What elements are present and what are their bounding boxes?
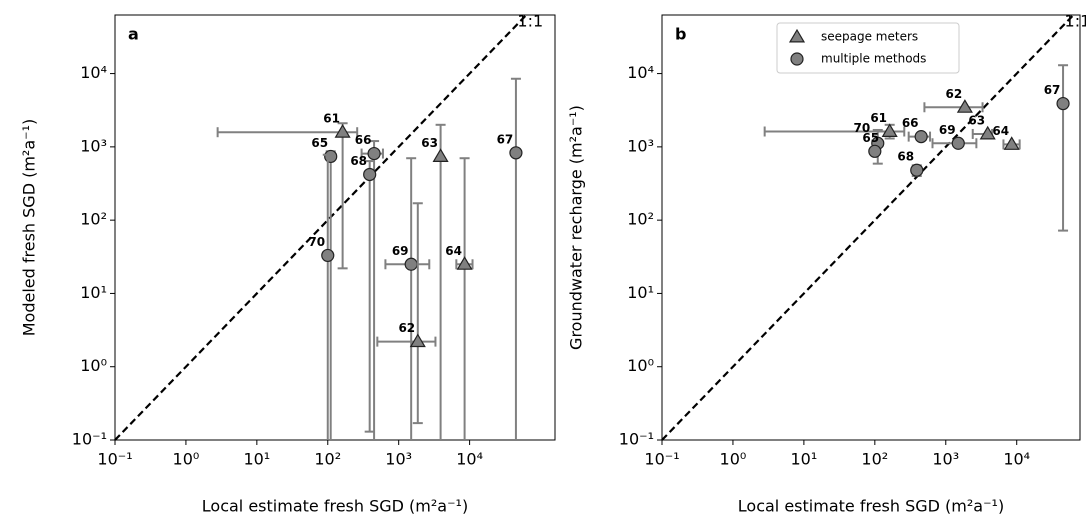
- legend-label: seepage meters: [821, 30, 918, 44]
- x-tick-label: 10⁴: [456, 450, 483, 469]
- triangle-marker: [788, 28, 806, 43]
- circle-marker: [404, 257, 418, 271]
- triangle-marker: [1003, 136, 1020, 150]
- x-tick-label: 10⁴: [1003, 450, 1030, 469]
- y-axis-label: Modeled fresh SGD (m²a⁻¹): [20, 119, 39, 337]
- x-axis-label: Local estimate fresh SGD (m²a⁻¹): [202, 497, 468, 516]
- y-tick-label: 10²: [80, 210, 107, 229]
- point-label: 67: [1044, 83, 1061, 97]
- y-tick-label: 10⁴: [627, 63, 654, 82]
- plot-frame: [114, 14, 556, 441]
- triangle-marker: [881, 123, 898, 138]
- x-tick-label: 10³: [385, 450, 412, 469]
- circle-marker: [790, 52, 804, 66]
- circle-marker: [1056, 96, 1070, 111]
- point-label: 61: [870, 111, 887, 125]
- circle-marker: [324, 149, 338, 164]
- data-layer: [763, 64, 1070, 232]
- y-tick-label: 10³: [627, 136, 654, 155]
- x-tick-label: 10¹: [790, 450, 817, 469]
- point-label: 65: [862, 131, 879, 145]
- point-label: 70: [853, 121, 870, 135]
- y-tick-label: 10⁴: [80, 63, 107, 82]
- y-tick-label: 10¹: [627, 283, 654, 302]
- circle-marker: [951, 136, 965, 150]
- point-label: 67: [497, 132, 514, 146]
- one-to-one-line: [661, 14, 1075, 441]
- triangle-marker: [409, 333, 426, 348]
- x-tick-label: 10¹: [243, 450, 270, 469]
- x-axis-label: Local estimate fresh SGD (m²a⁻¹): [738, 497, 1004, 516]
- triangle-marker: [979, 125, 996, 140]
- y-tick-label: 10⁰: [627, 356, 654, 375]
- y-tick-label: 10⁻¹: [72, 430, 107, 449]
- point-label: 62: [398, 321, 415, 335]
- circle-marker: [910, 163, 924, 177]
- point-label: 64: [445, 244, 462, 258]
- point-label: 69: [939, 123, 956, 137]
- triangle-marker: [432, 148, 449, 162]
- point-label: 68: [897, 150, 914, 164]
- circle-marker: [363, 167, 377, 182]
- y-tick-label: 10³: [80, 136, 107, 155]
- panel-label: b: [675, 25, 686, 44]
- circle-marker: [367, 146, 381, 161]
- point-label: 61: [323, 112, 340, 126]
- panel-label: a: [128, 25, 139, 44]
- legend-label: multiple methods: [821, 52, 926, 66]
- legend-box: [776, 22, 960, 74]
- triangle-marker: [956, 99, 973, 113]
- point-label: 63: [968, 113, 985, 127]
- triangle-marker: [456, 256, 473, 270]
- x-tick-label: 10⁻¹: [644, 450, 679, 469]
- point-label: 65: [311, 136, 328, 150]
- point-label: 70: [308, 235, 325, 249]
- circle-marker: [509, 146, 523, 160]
- point-label: 69: [392, 244, 409, 258]
- point-label: 63: [421, 136, 438, 150]
- point-label: 68: [350, 154, 367, 168]
- point-label: 66: [902, 116, 919, 130]
- data-layer: [216, 77, 523, 440]
- one-to-one-label: 1:1: [517, 12, 543, 31]
- panel: 10⁻¹ 10⁰ 10¹ 10² 10³ 10⁴ 10⁻¹ 10⁰ 10¹ 10² 10³ 10⁴ Lo…: [20, 12, 556, 516]
- x-tick-label: 10³: [932, 450, 959, 469]
- y-tick-label: 10²: [627, 210, 654, 229]
- x-tick-label: 10²: [314, 450, 341, 469]
- point-label: 66: [355, 133, 372, 147]
- circle-marker: [321, 248, 335, 263]
- x-tick-label: 10⁰: [720, 450, 747, 469]
- y-tick-label: 10⁻¹: [619, 430, 654, 449]
- x-tick-label: 10²: [861, 450, 888, 469]
- plot-frame: [661, 14, 1081, 441]
- circle-marker: [868, 144, 882, 158]
- panel: 10⁻¹ 10⁰ 10¹ 10² 10³ 10⁴ 10⁻¹ 10⁰ 10¹ 10² 10³ 10⁴ Lo…: [567, 12, 1086, 516]
- x-tick-label: 10⁻¹: [97, 450, 132, 469]
- triangle-marker: [334, 124, 351, 138]
- y-axis-label: Groundwater recharge (m²a⁻¹): [567, 105, 586, 350]
- y-tick-label: 10¹: [80, 283, 107, 302]
- one-to-one-label: 1:1: [1065, 12, 1086, 31]
- y-tick-label: 10⁰: [80, 356, 107, 375]
- point-label: 64: [992, 124, 1009, 138]
- circle-marker: [914, 130, 928, 144]
- x-tick-label: 10⁰: [173, 450, 200, 469]
- point-label: 62: [946, 87, 963, 101]
